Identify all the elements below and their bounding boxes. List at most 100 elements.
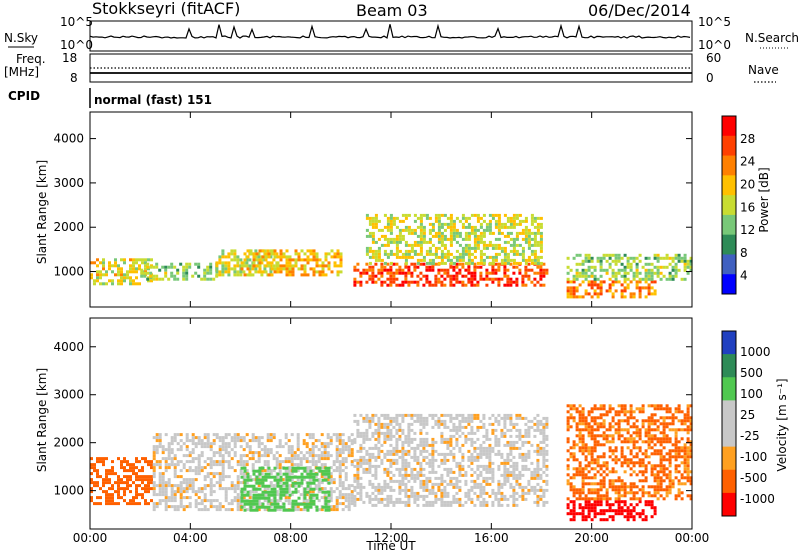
data-cell <box>114 490 117 493</box>
data-cell <box>297 457 300 460</box>
data-cell <box>459 232 462 235</box>
data-cell <box>149 275 152 278</box>
data-cell <box>351 454 354 457</box>
data-cell <box>431 414 434 417</box>
data-cell <box>474 232 477 235</box>
data-cell <box>515 477 518 480</box>
data-cell <box>219 451 222 454</box>
data-cell <box>195 442 198 445</box>
data-cell <box>225 436 228 439</box>
data-cell <box>528 238 531 241</box>
data-cell <box>615 512 618 515</box>
data-cell <box>407 266 410 269</box>
data-cell <box>298 497 301 500</box>
data-cell <box>447 238 450 241</box>
data-cell <box>597 494 600 497</box>
data-cell <box>438 232 441 235</box>
data-cell <box>627 440 630 443</box>
data-cell <box>506 444 509 447</box>
data-cell <box>365 429 368 432</box>
data-cell <box>684 257 687 260</box>
data-cell <box>143 275 146 278</box>
data-cell <box>108 472 111 475</box>
data-cell <box>588 269 591 272</box>
data-cell <box>188 263 191 266</box>
data-cell <box>449 438 452 441</box>
data-cell <box>588 512 591 515</box>
data-cell <box>231 466 234 469</box>
data-cell <box>413 269 416 272</box>
data-cell <box>588 500 591 503</box>
data-cell <box>527 429 530 432</box>
data-cell <box>500 417 503 420</box>
data-cell <box>246 442 249 445</box>
data-cell <box>108 487 111 490</box>
data-cell <box>313 252 316 255</box>
data-cell <box>410 492 413 495</box>
data-cell <box>585 455 588 458</box>
data-cell <box>267 454 270 457</box>
data-cell <box>96 460 99 463</box>
data-cell <box>268 273 271 276</box>
data-cell <box>654 413 657 416</box>
data-cell <box>387 220 390 223</box>
data-cell <box>470 444 473 447</box>
data-cell <box>681 257 684 260</box>
data-cell <box>259 270 262 273</box>
data-cell <box>687 431 690 434</box>
data-cell <box>447 253 450 256</box>
data-cell <box>396 256 399 259</box>
data-cell <box>452 486 455 489</box>
data-cell <box>648 422 651 425</box>
data-cell <box>316 494 319 497</box>
data-cell <box>111 484 114 487</box>
data-cell <box>108 499 111 502</box>
data-cell <box>277 473 280 476</box>
data-cell <box>180 475 183 478</box>
data-cell <box>241 497 244 500</box>
data-cell <box>449 453 452 456</box>
data-cell <box>515 266 518 269</box>
data-cell <box>512 486 515 489</box>
data-cell <box>318 439 321 442</box>
data-cell <box>348 505 351 508</box>
data-cell <box>524 269 527 272</box>
data-cell <box>179 263 182 266</box>
data-cell <box>498 223 501 226</box>
data-cell <box>570 446 573 449</box>
data-cell <box>180 496 183 499</box>
data-cell <box>506 417 509 420</box>
data-cell <box>567 437 570 440</box>
data-cell <box>216 472 219 475</box>
data-cell <box>371 435 374 438</box>
data-cell <box>392 435 395 438</box>
data-cell <box>425 486 428 489</box>
data-cell <box>449 483 452 486</box>
data-cell <box>219 472 222 475</box>
data-cell <box>227 264 230 267</box>
data-cell <box>483 244 486 247</box>
data-cell <box>503 275 506 278</box>
data-cell <box>348 508 351 511</box>
data-cell <box>174 490 177 493</box>
data-cell <box>393 223 396 226</box>
data-cell <box>420 241 423 244</box>
data-cell <box>153 454 156 457</box>
data-cell <box>316 473 319 476</box>
data-cell <box>309 454 312 457</box>
data-cell <box>591 407 594 410</box>
data-cell <box>464 471 467 474</box>
data-cell <box>603 452 606 455</box>
data-cell <box>474 241 477 244</box>
data-cell <box>530 471 533 474</box>
data-cell <box>114 273 117 276</box>
data-cell <box>660 458 663 461</box>
data-cell <box>506 468 509 471</box>
data-cell <box>458 263 461 266</box>
data-cell <box>570 289 573 292</box>
data-cell <box>135 478 138 481</box>
data-cell <box>687 404 690 407</box>
data-cell <box>479 450 482 453</box>
data-cell <box>231 499 234 502</box>
data-cell <box>265 491 268 494</box>
